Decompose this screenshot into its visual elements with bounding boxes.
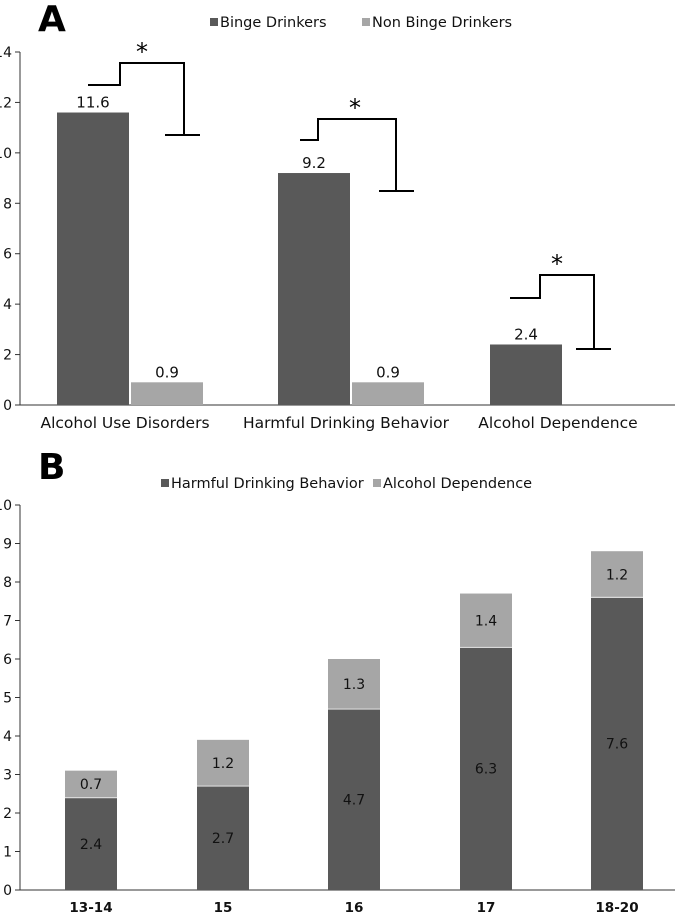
bar-harmful-drinking [460,647,512,890]
legend-label-dependence: Alcohol Dependence [383,476,532,492]
panel-b-category-label: 16 [345,900,364,916]
data-label: 4.7 [343,793,365,809]
significance-star: * [136,38,148,66]
legend-label-harmful: Harmful Drinking Behavior [171,476,364,492]
panel-b: B Harmful Drinking Behavior Alcohol Depe… [0,447,675,916]
data-label: 0.7 [80,777,102,793]
legend-label-non-binge: Non Binge Drinkers [372,15,512,31]
bar-binge-drinkers [490,344,562,405]
panel-a-y-tick-label: 4 [3,297,12,313]
significance-star: * [349,94,361,122]
panel-b-y-tick-label: 9 [3,537,12,553]
significance-bracket [510,274,611,350]
bar-non-binge-drinkers [131,382,203,405]
panel-b-y-tick-label: 10 [0,498,12,514]
bar-harmful-drinking [591,597,643,890]
panel-b-category-label: 15 [214,900,233,916]
panel-b-y-tick-label: 4 [3,729,12,745]
legend-label-binge: Binge Drinkers [220,15,327,31]
panel-a: A Binge Drinkers Non Binge Drinkers 0 2 4 6… [0,0,675,432]
panel-a-y-tick-label: 8 [3,196,12,212]
bar-harmful-drinking [65,797,117,890]
panel-b-category-label: 17 [477,900,496,916]
data-label: 0.9 [376,363,400,381]
panel-b-label: B [38,447,65,488]
data-label: 2.7 [212,831,234,847]
data-label: 9.2 [302,154,326,172]
bar-harmful-drinking [328,709,380,890]
panel-b-y-tick-label: 1 [3,845,12,861]
panel-a-y-ticks: 0 2 4 6 8 10 12 14 [0,45,20,414]
legend-swatch-non-binge [362,18,370,26]
data-label: 7.6 [606,737,628,753]
panel-b-y-tick-label: 7 [3,614,12,630]
panel-b-y-tick-label: 0 [3,883,12,899]
panel-b-legend: Harmful Drinking Behavior Alcohol Depend… [161,476,532,492]
legend-swatch-dependence [373,479,381,487]
bar-binge-drinkers [278,173,350,405]
panel-a-y-tick-label: 0 [3,398,12,414]
bar-alcohol-dependence [197,739,249,787]
bar-binge-drinkers [57,112,129,405]
panel-a-legend: Binge Drinkers Non Binge Drinkers [210,15,512,31]
panel-b-bars [65,551,643,890]
panel-b-y-tick-label: 8 [3,575,12,591]
panel-a-category-label: Alcohol Use Disorders [40,414,209,432]
panel-b-data-labels: 2.4 0.7 2.7 1.2 4.7 1.3 6.3 1.4 7.6 1.2 [80,567,628,853]
panel-b-y-tick-label: 6 [3,652,12,668]
panel-a-bars [57,112,562,405]
data-label: 1.3 [343,677,365,693]
panel-a-y-tick-label: 14 [0,45,12,61]
legend-swatch-harmful [161,479,169,487]
panel-b-category-label: 18-20 [595,900,638,916]
panel-a-y-tick-label: 10 [0,146,12,162]
data-label: 6.3 [475,762,497,778]
panel-a-data-labels: 11.6 9.2 2.4 0.9 0.9 [76,94,538,382]
data-label: 0.9 [155,363,179,381]
panel-b-y-tick-label: 5 [3,691,12,707]
data-label: 11.6 [76,94,109,112]
panel-a-category-label: Alcohol Dependence [478,414,637,432]
data-label: 1.2 [606,567,628,583]
bar-alcohol-dependence [328,659,380,710]
bar-non-binge-drinkers [352,382,424,405]
data-label: 2.4 [80,837,102,853]
bar-alcohol-dependence [460,593,512,648]
panel-a-label: A [38,0,66,40]
panel-a-y-tick-label: 6 [3,247,12,263]
bar-harmful-drinking [197,786,249,890]
data-label: 2.4 [514,325,538,343]
data-label: 1.2 [212,756,234,772]
panel-a-category-label: Harmful Drinking Behavior [243,414,450,432]
panel-b-y-tick-label: 3 [3,768,12,784]
data-label: 1.4 [475,614,497,630]
significance-star: * [551,250,563,278]
bar-alcohol-dependence [591,551,643,598]
panel-a-y-tick-label: 12 [0,95,12,111]
panel-b-y-tick-label: 2 [3,806,12,822]
bar-alcohol-dependence [65,770,117,798]
panel-a-y-tick-label: 2 [3,348,12,364]
panel-b-y-ticks: 0 1 2 3 4 5 6 7 8 9 10 [0,498,20,899]
panel-b-category-label: 13-14 [69,900,112,916]
significance-bracket [300,118,414,192]
significance-bracket [88,62,200,136]
legend-swatch-binge [210,18,218,26]
